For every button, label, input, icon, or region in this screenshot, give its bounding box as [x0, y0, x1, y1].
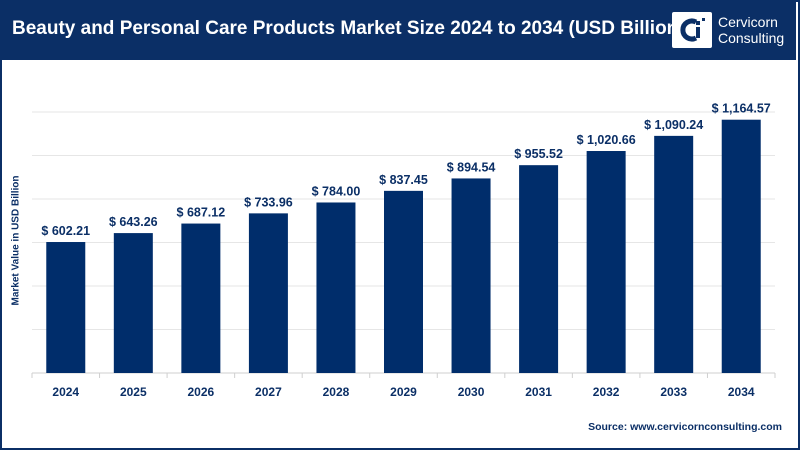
- header-bar: Beauty and Personal Care Products Market…: [0, 0, 796, 60]
- x-tick-label-2030: 2030: [458, 385, 485, 399]
- x-tick-label-2025: 2025: [120, 385, 147, 399]
- x-tick-label-2028: 2028: [323, 385, 350, 399]
- bar-2026: [181, 223, 221, 373]
- cervicorn-logo-icon: [672, 12, 712, 48]
- data-label-2026: $ 687.12: [177, 206, 226, 220]
- data-label-2029: $ 837.45: [379, 173, 428, 187]
- source-note: Source: www.cervicornconsulting.com: [588, 421, 782, 433]
- bar-2027: [248, 213, 288, 373]
- x-tick-label-2032: 2032: [593, 385, 620, 399]
- chart-title: Beauty and Personal Care Products Market…: [12, 18, 685, 39]
- bar-2028: [316, 202, 356, 373]
- bar-2025: [113, 233, 153, 373]
- bar-2033: [654, 135, 694, 373]
- data-label-2030: $ 894.54: [447, 160, 496, 174]
- brand-line-1: Cervicorn: [718, 14, 778, 30]
- x-tick-label-2026: 2026: [188, 385, 215, 399]
- data-label-2024: $ 602.21: [41, 224, 90, 238]
- data-label-2033: $ 1,090.24: [644, 118, 703, 132]
- bar-2032: [586, 151, 626, 373]
- x-tick-label-2033: 2033: [660, 385, 687, 399]
- data-label-2032: $ 1,020.66: [577, 133, 636, 147]
- bar-2034: [721, 119, 761, 373]
- bar-2024: [46, 242, 86, 373]
- data-label-2025: $ 643.26: [109, 215, 158, 229]
- brand-line-2: Consulting: [718, 30, 785, 46]
- x-tick-label-2027: 2027: [255, 385, 282, 399]
- data-label-2028: $ 784.00: [312, 184, 361, 198]
- bar-2029: [384, 190, 423, 373]
- brand-name: Cervicorn Consulting: [718, 14, 784, 46]
- x-tick-label-2034: 2034: [728, 385, 755, 399]
- data-label-2027: $ 733.96: [244, 195, 293, 209]
- data-label-2034: $ 1,164.57: [712, 102, 771, 116]
- x-tick-label-2029: 2029: [390, 385, 417, 399]
- x-tick-label-2031: 2031: [525, 385, 552, 399]
- bar-2031: [519, 165, 559, 373]
- data-label-2031: $ 955.52: [514, 147, 563, 161]
- x-tick-label-2024: 2024: [52, 385, 79, 399]
- bar-2030: [451, 178, 491, 373]
